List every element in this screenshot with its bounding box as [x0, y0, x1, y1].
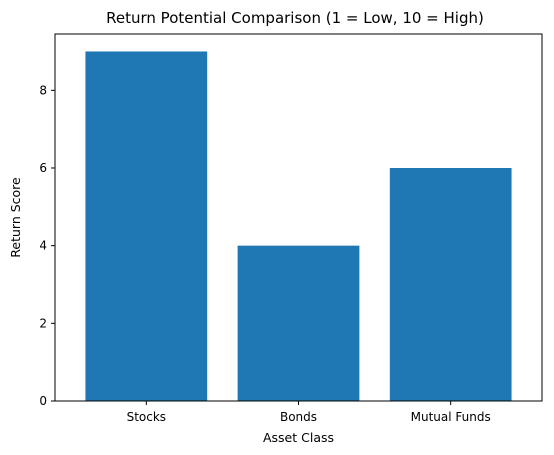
x-tick-label: Mutual Funds — [411, 410, 491, 424]
bars-group — [85, 51, 512, 401]
bar-bonds — [237, 245, 360, 401]
x-axis-label: Asset Class — [263, 430, 334, 445]
bar-mutual-funds — [389, 167, 512, 401]
x-tick-label: Bonds — [280, 410, 317, 424]
y-tick-label: 6 — [39, 161, 47, 175]
y-tick-label: 8 — [39, 83, 47, 97]
plot-frame — [54, 33, 543, 402]
y-tick-label: 0 — [39, 394, 47, 408]
y-axis-label: Return Score — [8, 177, 23, 258]
y-tick-label: 2 — [39, 316, 47, 330]
y-axis-ticks: 0 2 4 6 8 — [39, 83, 55, 408]
bar-stocks — [85, 51, 208, 401]
chart-title: Return Potential Comparison (1 = Low, 10… — [106, 9, 484, 27]
x-axis-ticks: Stocks Bonds Mutual Funds — [127, 401, 491, 424]
x-tick-label: Stocks — [127, 410, 166, 424]
y-tick-label: 4 — [39, 239, 47, 253]
